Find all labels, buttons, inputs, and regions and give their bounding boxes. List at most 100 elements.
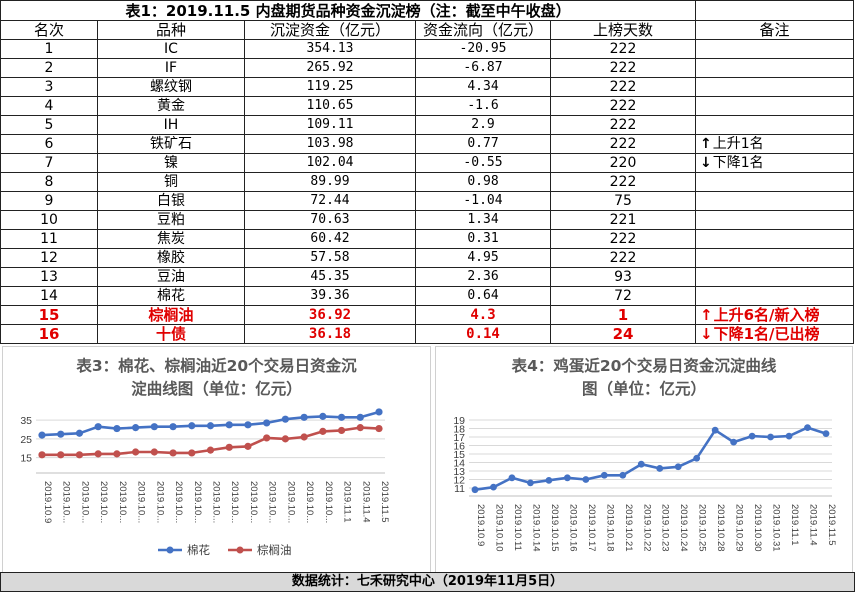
x-tick-label: 2019.10.10: [493, 504, 504, 552]
rank-cell: 2: [0, 58, 98, 78]
x-tick-label: 2019.10...: [154, 481, 165, 523]
flow-cell: 2.9: [415, 115, 551, 135]
data-point: [188, 449, 196, 457]
variety-cell: 黄金: [97, 96, 245, 116]
data-point: [206, 446, 215, 454]
data-point: [225, 421, 233, 429]
flow-cell: 4.34: [415, 77, 551, 97]
variety-cell: 十债: [97, 324, 245, 344]
flow-cell: -0.55: [415, 153, 551, 173]
legend-marker: [166, 546, 174, 554]
data-point: [244, 421, 252, 429]
table-row: 9 白银 72.44 -1.04 75: [0, 191, 855, 211]
remark-cell: [695, 39, 855, 59]
flow-cell: 0.98: [415, 172, 551, 192]
table-row: 13 豆油 45.35 2.36 93: [0, 267, 855, 287]
data-point: [281, 435, 289, 443]
days-cell: 72: [549, 286, 697, 306]
arrow-up-icon: ↑: [700, 136, 712, 152]
fund-cell: 57.58: [244, 248, 416, 268]
variety-cell: 橡胶: [97, 248, 245, 268]
table-title-row: 表1：2019.11.5 内盘期货品种资金沉淀榜（注：截至中午收盘）: [0, 0, 855, 21]
table-row: 4 黄金 110.65 -1.6 222: [0, 96, 855, 116]
x-tick-label: 2019.11.5: [379, 481, 390, 523]
flow-cell: 0.31: [415, 229, 551, 249]
data-point: [674, 463, 682, 471]
x-tick-label: 2019.10.9: [475, 504, 486, 546]
table-row: 12 橡胶 57.58 4.95 222: [0, 248, 855, 268]
flow-cell: -1.6: [415, 96, 551, 116]
data-point: [508, 474, 516, 482]
fund-cell: 39.36: [244, 286, 416, 306]
flow-cell: 4.95: [415, 248, 551, 268]
data-point: [545, 476, 553, 484]
days-cell: 222: [549, 115, 697, 135]
rank-cell: 16: [0, 324, 98, 344]
x-tick-label: 2019.10.22: [641, 504, 652, 552]
rank-cell: 10: [0, 210, 98, 230]
x-tick-label: 2019.10.11: [512, 504, 523, 551]
chart4-title-line1: 表4：鸡蛋近20个交易日资金沉淀曲线: [511, 357, 777, 375]
y-tick-label: 18: [453, 424, 465, 436]
x-tick-label: 2019.10.16: [567, 504, 578, 552]
rank-cell: 6: [0, 134, 98, 154]
data-point: [225, 443, 233, 451]
chart3-title-line1: 表3：棉花、棕榈油近20个交易日资金沉: [76, 357, 357, 375]
data-point: [319, 427, 327, 435]
x-tick-label: 2019.10.18: [604, 504, 615, 552]
remark-text: 下降1名/已出榜: [713, 325, 820, 343]
column-header: 备注: [695, 20, 855, 40]
x-tick-label: 2019.10.30: [752, 504, 763, 552]
days-cell: 222: [549, 248, 697, 268]
x-tick-label: 2019.10...: [248, 481, 259, 523]
rank-cell: 9: [0, 191, 98, 211]
rank-cell: 11: [0, 229, 98, 249]
column-header: 资金流向（亿元）: [415, 20, 551, 40]
remark-cell: [695, 172, 855, 192]
data-point: [113, 450, 121, 458]
data-point: [38, 451, 46, 459]
data-point: [319, 412, 327, 420]
table-header-row: 名次 品种 沉淀资金（亿元） 资金流向（亿元） 上榜天数 备注: [0, 20, 855, 40]
legend-label: 棉花: [187, 543, 210, 557]
days-cell: 220: [549, 153, 697, 173]
flow-cell: 1.34: [415, 210, 551, 230]
y-tick-label: 12: [453, 475, 465, 487]
x-tick-label: 2019.10.17: [586, 504, 597, 552]
data-point: [188, 422, 196, 430]
data-point: [693, 454, 701, 462]
rank-cell: 15: [0, 305, 98, 325]
y-tick-label: 15: [453, 449, 465, 461]
data-point: [767, 433, 774, 441]
data-point: [490, 483, 497, 491]
days-cell: 75: [549, 191, 697, 211]
rank-cell: 5: [0, 115, 98, 135]
x-tick-label: 2019.10.21: [623, 504, 634, 552]
data-point: [300, 413, 308, 421]
column-header: 品种: [97, 20, 245, 40]
rank-cell: 12: [0, 248, 98, 268]
data-point: [375, 424, 383, 433]
y-tick-label: 16: [453, 441, 465, 453]
column-header: 沉淀资金（亿元）: [244, 20, 416, 40]
table-row: 6 铁矿石 103.98 0.77 222 ↑上升1名: [0, 134, 855, 154]
y-tick-label: 11: [454, 483, 465, 495]
flow-cell: -1.04: [415, 191, 551, 211]
flow-cell: 0.64: [415, 286, 551, 306]
data-point: [563, 474, 571, 482]
data-point: [38, 431, 46, 439]
variety-cell: 螺纹钢: [97, 77, 245, 97]
days-cell: 222: [549, 134, 697, 154]
rank-cell: 4: [0, 96, 98, 116]
fund-ranking-table: 表1：2019.11.5 内盘期货品种资金沉淀榜（注：截至中午收盘） 名次 品种 沉淀…: [0, 0, 855, 344]
remark-cell: [695, 58, 855, 78]
rank-cell: 1: [0, 39, 98, 59]
variety-cell: IF: [97, 58, 245, 78]
rank-cell: 3: [0, 77, 98, 97]
fund-cell: 89.99: [244, 172, 416, 192]
x-tick-label: 2019.10.9: [42, 481, 53, 523]
table-title-blank: [695, 0, 855, 21]
rank-cell: 8: [0, 172, 98, 192]
x-tick-label: 2019.10...: [61, 481, 72, 523]
chart3-svg: 15 25 35 2019.10.9 2019.10... 2019.10... 2019.…: [20, 408, 390, 557]
